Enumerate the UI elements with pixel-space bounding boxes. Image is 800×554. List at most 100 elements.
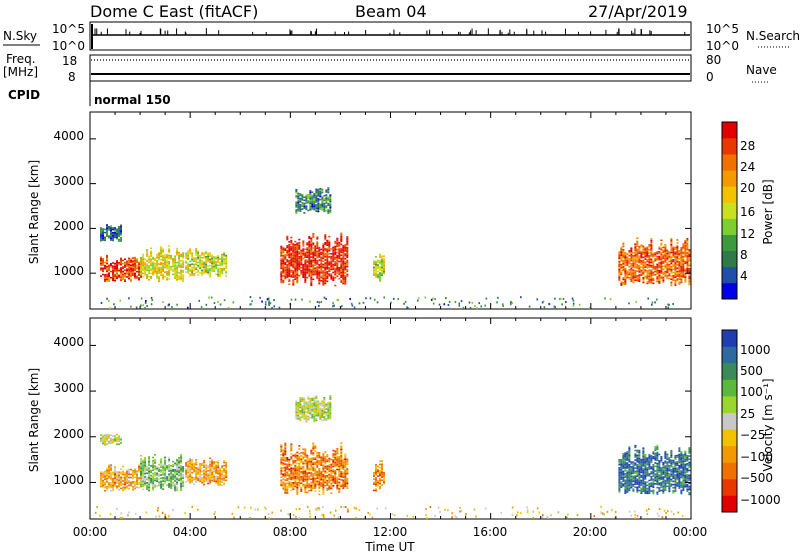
echo-cell	[156, 466, 159, 468]
echo-cell	[328, 263, 331, 266]
colorbar-segment	[722, 282, 737, 300]
echo-cell	[654, 259, 657, 262]
echo-cell	[311, 397, 314, 400]
clutter-cell	[647, 297, 650, 300]
echo-cell	[112, 279, 115, 282]
echo-cell	[304, 472, 307, 474]
echo-cell	[106, 267, 109, 270]
echo-cell	[319, 407, 322, 410]
echo-cell	[307, 409, 310, 411]
echo-cell	[624, 272, 627, 275]
echo-cell	[108, 486, 111, 489]
echo-cell	[292, 488, 295, 491]
echo-cell	[301, 398, 304, 401]
echo-cell	[670, 239, 673, 241]
echo-cell	[132, 469, 135, 472]
echo-cell	[189, 467, 192, 470]
echo-cell	[630, 270, 633, 273]
echo-cell	[178, 265, 181, 268]
echo-cell	[296, 456, 299, 459]
echo-cell	[304, 271, 307, 274]
echo-cell	[378, 478, 381, 480]
echo-cell	[168, 457, 171, 459]
echo-cell	[104, 267, 107, 270]
echo-cell	[622, 472, 625, 474]
echo-cell	[688, 255, 691, 258]
echo-cell	[650, 260, 653, 262]
echo-cell	[652, 254, 655, 256]
echo-cell	[219, 274, 222, 276]
clutter-cell	[198, 299, 201, 302]
echo-cell	[215, 470, 218, 473]
echo-cell	[618, 271, 621, 274]
echo-cell	[644, 465, 647, 467]
echo-cell	[626, 491, 629, 493]
echo-cell	[632, 490, 635, 492]
echo-cell	[684, 270, 687, 272]
echo-cell	[296, 255, 299, 257]
echo-cell	[618, 263, 621, 266]
echo-cell	[284, 257, 287, 259]
echo-cell	[114, 235, 117, 237]
echo-cell	[326, 277, 329, 279]
echo-cell	[187, 467, 190, 469]
echo-cell	[182, 271, 185, 273]
echo-cell	[301, 198, 304, 201]
echo-cell	[102, 269, 105, 271]
echo-cell	[130, 278, 133, 281]
echo-cell	[150, 277, 153, 279]
echo-cell	[295, 206, 298, 208]
echo-cell	[174, 267, 177, 270]
echo-cell	[376, 481, 379, 484]
echo-cell	[114, 485, 117, 487]
echo-cell	[680, 250, 683, 252]
echo-cell	[646, 276, 649, 278]
echo-cell	[176, 271, 179, 273]
echo-cell	[310, 462, 313, 465]
echo-cell	[324, 460, 327, 463]
echo-cell	[342, 262, 345, 264]
echo-cell	[108, 275, 111, 278]
echo-cell	[684, 262, 687, 264]
echo-cell	[152, 270, 155, 273]
echo-cell	[170, 487, 173, 489]
echo-cell	[642, 452, 645, 454]
echo-cell	[630, 253, 633, 256]
echo-cell	[305, 199, 308, 201]
echo-cell	[136, 266, 139, 268]
echo-cell	[682, 269, 685, 272]
echo-cell	[636, 279, 639, 282]
echo-cell	[284, 266, 287, 269]
echo-cell	[312, 481, 315, 483]
clutter-cell	[478, 302, 481, 305]
clutter-cell	[469, 307, 472, 310]
echo-cell	[688, 263, 691, 265]
echo-cell	[162, 264, 165, 266]
echo-cell	[328, 246, 331, 249]
clutter-cell	[447, 303, 450, 306]
echo-cell	[114, 273, 117, 276]
echo-cell	[626, 479, 629, 482]
echo-cell	[676, 261, 679, 263]
echo-cell	[340, 479, 343, 481]
echo-cell	[320, 272, 323, 274]
echo-cell	[104, 228, 107, 231]
echo-cell	[296, 277, 299, 279]
echo-cell	[187, 272, 190, 274]
echo-cell	[648, 465, 651, 467]
echo-cell	[656, 276, 659, 278]
echo-cell	[644, 275, 647, 278]
echo-cell	[670, 262, 673, 265]
echo-cell	[144, 471, 147, 473]
echo-cell	[310, 242, 313, 244]
echo-cell	[120, 277, 123, 280]
echo-cell	[326, 280, 329, 283]
echo-cell	[322, 481, 325, 484]
echo-cell	[102, 439, 105, 442]
echo-cell	[334, 455, 337, 457]
echo-cell	[132, 260, 135, 262]
echo-cell	[164, 475, 167, 478]
echo-cell	[132, 476, 135, 478]
echo-cell	[102, 442, 105, 445]
echo-cell	[160, 482, 163, 484]
